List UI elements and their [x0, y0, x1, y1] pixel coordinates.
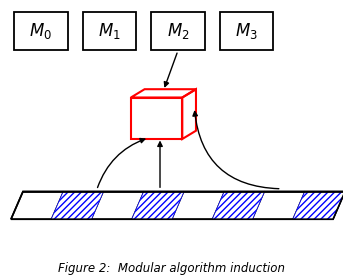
- Text: $M_{2}$: $M_{2}$: [167, 21, 189, 41]
- Bar: [14, 12, 67, 51]
- Text: $M_{1}$: $M_{1}$: [98, 21, 121, 41]
- Polygon shape: [51, 192, 104, 219]
- Polygon shape: [11, 192, 344, 219]
- Text: $M_{0}$: $M_{0}$: [30, 21, 52, 41]
- Polygon shape: [132, 192, 184, 219]
- Polygon shape: [212, 192, 265, 219]
- Bar: [151, 12, 205, 51]
- Polygon shape: [293, 192, 344, 219]
- Bar: [220, 12, 273, 51]
- Text: Figure 2:  Modular algorithm induction: Figure 2: Modular algorithm induction: [58, 262, 286, 275]
- Text: $M_{3}$: $M_{3}$: [235, 21, 258, 41]
- Bar: [83, 12, 136, 51]
